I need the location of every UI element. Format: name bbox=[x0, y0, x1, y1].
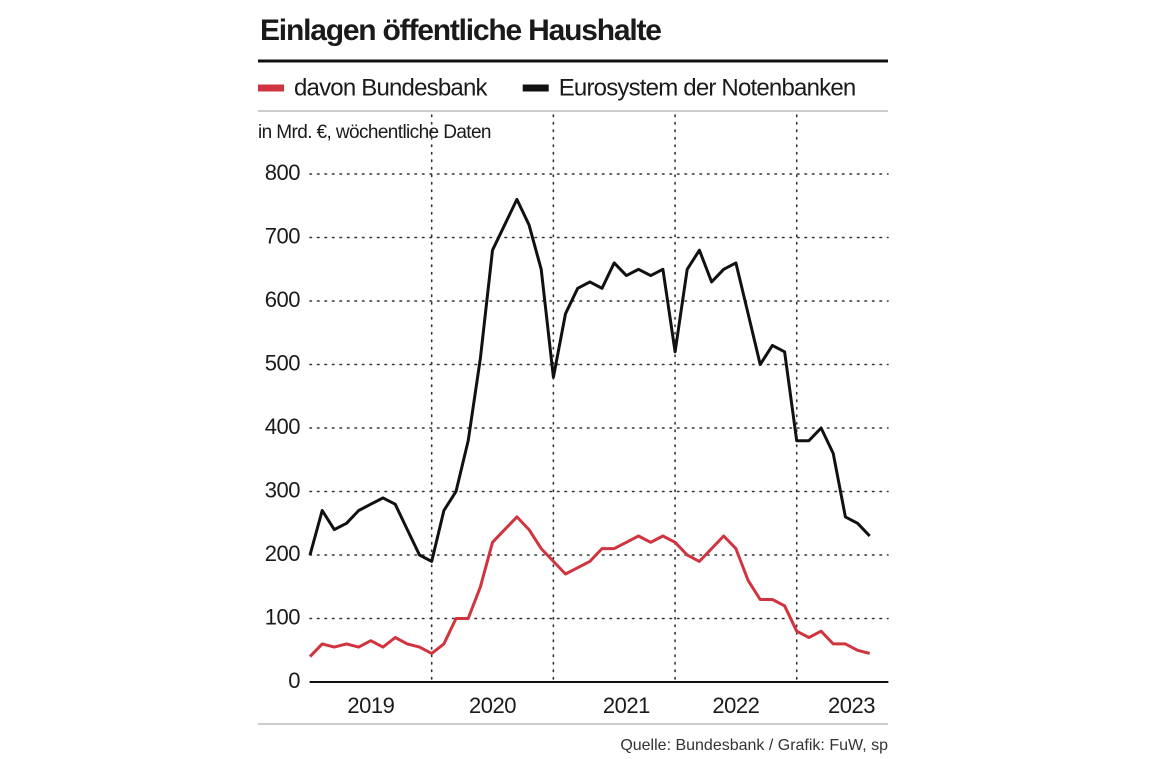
x-tick-label: 2022 bbox=[712, 693, 759, 718]
y-tick-label: 0 bbox=[288, 668, 300, 693]
y-tick-label: 600 bbox=[265, 287, 300, 312]
legend-label: davon Bundesbank bbox=[294, 74, 489, 101]
series-line bbox=[308, 197, 871, 563]
x-tick-label: 2020 bbox=[469, 693, 516, 718]
y-tick-label: 500 bbox=[265, 350, 300, 375]
source: Quelle: Bundesbank / Grafik: FuW, sp bbox=[620, 737, 888, 754]
unit-label: in Mrd. €, wöchentliche Daten bbox=[258, 122, 491, 143]
y-tick-label: 800 bbox=[265, 160, 300, 185]
y-tick-label: 200 bbox=[265, 541, 300, 566]
y-tick-label: 100 bbox=[265, 604, 300, 629]
series-line bbox=[308, 515, 871, 658]
legend-label: Eurosystem der Notenbanken bbox=[559, 74, 856, 101]
y-tick-label: 700 bbox=[265, 223, 300, 248]
x-tick-label: 2023 bbox=[828, 693, 875, 718]
x-tick-label: 2021 bbox=[603, 693, 650, 718]
x-tick-label: 2019 bbox=[347, 693, 394, 718]
y-tick-label: 400 bbox=[265, 414, 300, 439]
y-tick-label: 300 bbox=[265, 477, 300, 502]
chart-title: Einlagen öffentliche Haushalte bbox=[260, 14, 661, 47]
